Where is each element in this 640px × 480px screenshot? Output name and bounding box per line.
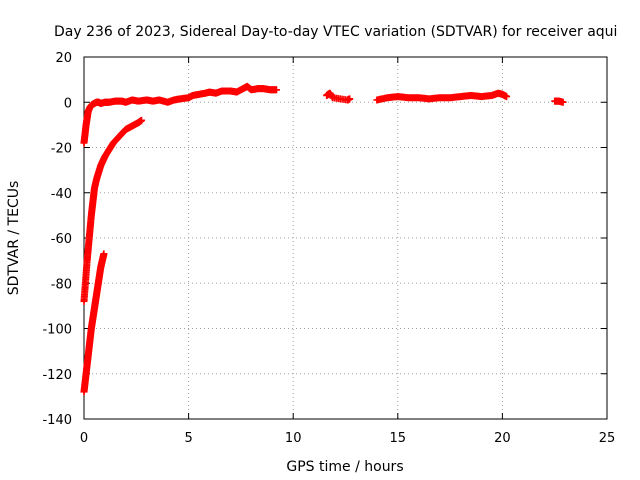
data-point [559, 98, 567, 106]
x-tick-label: 15 [390, 431, 407, 446]
x-tick-label: 20 [494, 431, 511, 446]
data-point [503, 93, 511, 101]
data-points [80, 82, 567, 396]
grid [84, 57, 607, 419]
y-axis-label: SDTVAR / TECUs [6, 181, 22, 296]
x-tick-label: 25 [599, 431, 616, 446]
x-axis: 0 5 10 15 20 25 [80, 57, 615, 446]
y-tick-label: 0 [64, 96, 72, 111]
y-tick-label: -120 [42, 368, 72, 383]
y-axis: -140 -120 -100 -80 -60 -40 -20 0 20 [42, 51, 607, 428]
x-tick-label: 5 [184, 431, 192, 446]
chart-title: Day 236 of 2023, Sidereal Day-to-day VTE… [54, 24, 617, 40]
y-tick-label: -140 [42, 413, 72, 428]
data-point [100, 250, 108, 258]
data-point [138, 116, 146, 124]
x-tick-label: 10 [285, 431, 302, 446]
y-tick-label: -20 [51, 142, 72, 157]
data-point [272, 86, 280, 94]
data-point [346, 95, 354, 103]
y-tick-label: -60 [51, 232, 72, 247]
x-axis-label: GPS time / hours [286, 459, 403, 475]
y-tick-label: -100 [42, 323, 72, 338]
y-tick-label: 20 [55, 51, 72, 66]
x-tick-label: 0 [80, 431, 88, 446]
y-tick-label: -40 [51, 187, 72, 202]
y-tick-label: -80 [51, 277, 72, 292]
